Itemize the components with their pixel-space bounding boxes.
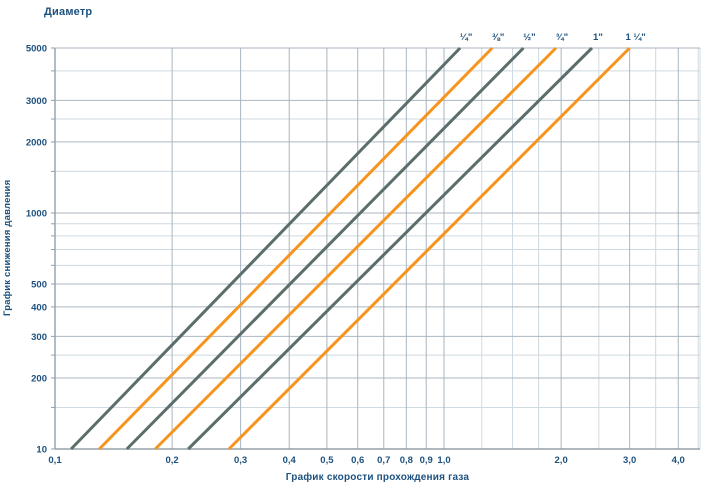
x-tick-label: 0,5 bbox=[320, 455, 334, 466]
y-tick-label: 200 bbox=[31, 373, 47, 384]
x-tick-label: 3,0 bbox=[623, 455, 636, 466]
diameter-label: 1" bbox=[593, 32, 603, 43]
diameter-label: ½" bbox=[523, 32, 535, 43]
y-tick-label: 500 bbox=[31, 280, 47, 291]
x-tick-label: 0,2 bbox=[165, 455, 178, 466]
diameter-line- bbox=[70, 46, 462, 451]
diameter-line- bbox=[125, 46, 525, 451]
diameter-title: Диаметр bbox=[44, 6, 93, 18]
x-axis-title: График скорости прохождения газа bbox=[285, 472, 470, 483]
x-tick-label: 1,0 bbox=[437, 455, 450, 466]
x-tick-label: 4,0 bbox=[672, 455, 685, 466]
x-tick-label: 0,9 bbox=[420, 455, 433, 466]
y-axis-title: График снижения давления bbox=[2, 179, 13, 316]
diameter-line- bbox=[154, 46, 558, 451]
diameter-line-1 bbox=[187, 46, 593, 451]
x-tick-label: 0,8 bbox=[400, 455, 413, 466]
y-tick-label: 400 bbox=[31, 302, 47, 313]
x-tick-label: 0,6 bbox=[351, 455, 364, 466]
y-tick-label: 5000 bbox=[26, 44, 47, 55]
y-tick-label: 3000 bbox=[26, 96, 47, 107]
x-tick-label: 0,1 bbox=[48, 455, 62, 466]
diameter-label: 1 ¼" bbox=[625, 32, 645, 43]
y-tick-label: 300 bbox=[31, 332, 47, 343]
y-tick-label: 1000 bbox=[26, 208, 47, 219]
diameter-line-1 bbox=[227, 46, 631, 451]
y-tick-label: 2000 bbox=[26, 137, 47, 148]
x-tick-label: 0,3 bbox=[234, 455, 247, 466]
diameter-label: ¾" bbox=[556, 32, 568, 43]
x-tick-label: 0,4 bbox=[283, 455, 297, 466]
y-tick-label: 10 bbox=[36, 445, 47, 456]
diameter-label: ⅜" bbox=[492, 32, 504, 43]
diameter-label: ¼" bbox=[460, 32, 472, 43]
x-tick-label: 2,0 bbox=[555, 455, 568, 466]
diameter-line- bbox=[98, 46, 494, 451]
x-tick-label: 0,7 bbox=[377, 455, 390, 466]
